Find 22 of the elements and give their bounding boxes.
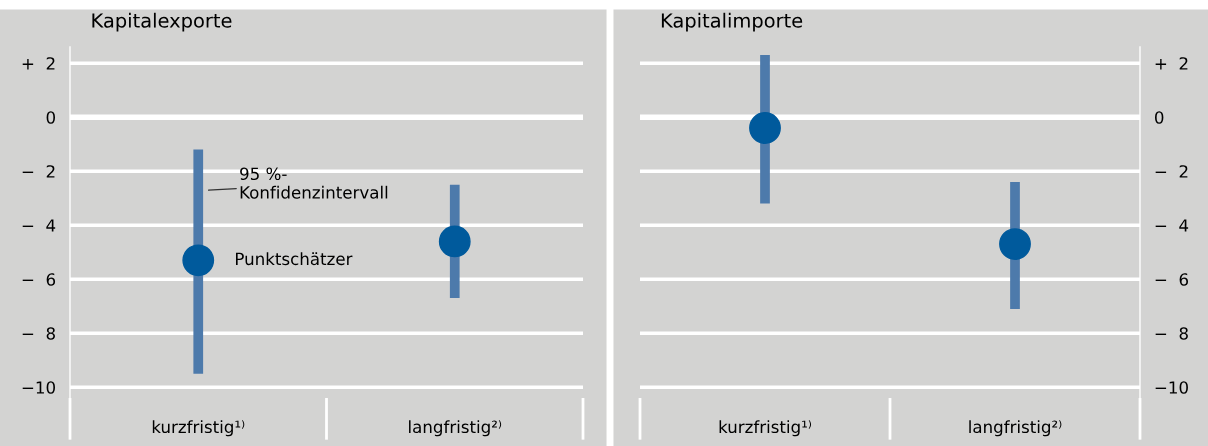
y2-tick-label: − 4: [1155, 219, 1189, 232]
x-tick-label: langfristig²⁾: [969, 420, 1062, 437]
y2-tick-label: − 8: [1155, 327, 1188, 340]
y-tick-label: + 2: [22, 57, 55, 70]
annotation: 95 %- Konfidenzintervall: [240, 167, 388, 199]
chart-title: Kapitalexporte: [92, 12, 232, 32]
x-tick-label: langfristig²⁾: [409, 420, 502, 437]
y-tick-label: − 4: [22, 219, 56, 232]
x-tick-label: kurzfristig¹⁾: [152, 420, 245, 437]
x-tick-label: kurzfristig¹⁾: [719, 420, 812, 437]
y-tick-label: 0: [46, 111, 55, 124]
y-tick-label: − 8: [22, 327, 55, 340]
y2-tick-label: − 6: [1155, 273, 1188, 286]
y-tick-label: − 6: [22, 273, 56, 286]
y2-tick-label: + 2: [1155, 57, 1188, 70]
y2-tick-label: −10: [1155, 381, 1188, 394]
y-tick-label: − 2: [22, 165, 55, 178]
y-tick-label: −10: [22, 381, 55, 394]
annotation: Punktschätzer: [236, 252, 353, 266]
y2-tick-label: − 2: [1155, 165, 1188, 178]
chart-title: Kapitalimporte: [661, 12, 803, 32]
y2-tick-label: 0: [1154, 111, 1164, 124]
